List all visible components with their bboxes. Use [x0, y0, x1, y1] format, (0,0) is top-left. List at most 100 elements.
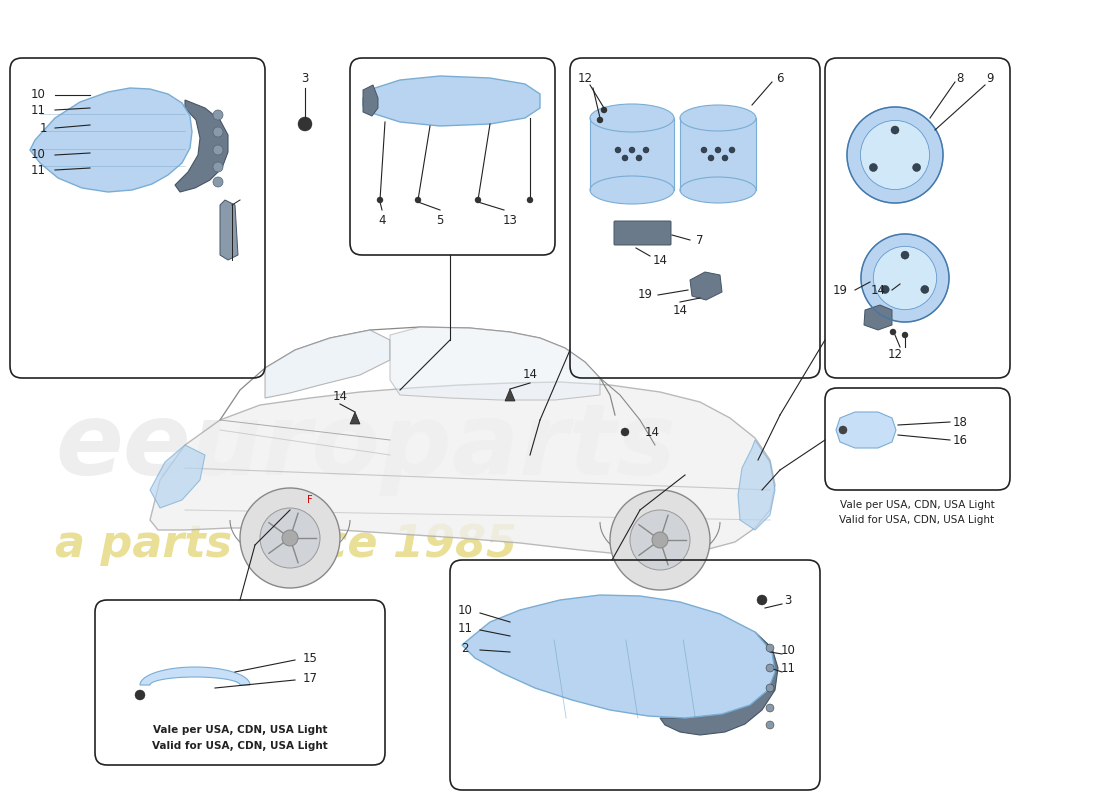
Text: a parts since 1985: a parts since 1985	[55, 522, 517, 566]
Circle shape	[621, 155, 628, 161]
Circle shape	[213, 177, 223, 187]
Text: 1: 1	[40, 122, 46, 134]
Text: 11: 11	[31, 103, 45, 117]
FancyBboxPatch shape	[614, 221, 671, 245]
Text: 7: 7	[696, 234, 704, 246]
Circle shape	[475, 197, 481, 203]
Text: 11: 11	[31, 163, 45, 177]
Text: 10: 10	[31, 149, 45, 162]
Text: 3: 3	[301, 71, 309, 85]
Ellipse shape	[680, 177, 756, 203]
Polygon shape	[680, 118, 756, 190]
Circle shape	[601, 107, 607, 113]
Circle shape	[415, 197, 421, 203]
Polygon shape	[220, 200, 238, 260]
Text: 3: 3	[784, 594, 792, 606]
Polygon shape	[505, 389, 515, 401]
Circle shape	[213, 110, 223, 120]
Circle shape	[869, 163, 878, 171]
Polygon shape	[864, 305, 892, 330]
Polygon shape	[265, 330, 390, 398]
Circle shape	[766, 664, 774, 672]
Circle shape	[729, 147, 735, 153]
Polygon shape	[350, 412, 360, 424]
Text: 12: 12	[578, 71, 593, 85]
Text: 15: 15	[302, 651, 318, 665]
Circle shape	[527, 197, 534, 203]
Polygon shape	[590, 118, 674, 190]
Circle shape	[847, 107, 943, 203]
Circle shape	[644, 147, 649, 153]
Circle shape	[766, 644, 774, 652]
Circle shape	[135, 690, 145, 700]
Text: Valid for USA, CDN, USA Light: Valid for USA, CDN, USA Light	[839, 515, 994, 525]
Circle shape	[890, 329, 896, 335]
Text: 14: 14	[332, 390, 348, 402]
Circle shape	[913, 163, 921, 171]
Circle shape	[766, 704, 774, 712]
Polygon shape	[150, 382, 776, 555]
Text: Vale per USA, CDN, USA Light: Vale per USA, CDN, USA Light	[839, 500, 994, 510]
Text: 5: 5	[437, 214, 443, 226]
Circle shape	[839, 426, 847, 434]
Circle shape	[766, 684, 774, 692]
Polygon shape	[738, 440, 775, 530]
Circle shape	[260, 508, 320, 568]
Text: 14: 14	[672, 303, 688, 317]
Polygon shape	[660, 632, 778, 735]
Circle shape	[213, 127, 223, 137]
Polygon shape	[690, 272, 722, 300]
Circle shape	[615, 147, 622, 153]
Text: 14: 14	[522, 369, 538, 382]
Text: 4: 4	[378, 214, 386, 226]
Circle shape	[701, 147, 707, 153]
Circle shape	[881, 286, 889, 294]
Polygon shape	[462, 595, 776, 718]
Polygon shape	[363, 85, 378, 116]
Polygon shape	[836, 412, 896, 448]
Circle shape	[636, 155, 642, 161]
Text: 10: 10	[31, 89, 45, 102]
Circle shape	[708, 155, 714, 161]
Polygon shape	[140, 667, 250, 685]
Text: 11: 11	[458, 622, 473, 634]
Text: eeuroparts: eeuroparts	[55, 399, 675, 497]
Text: 2: 2	[461, 642, 469, 654]
Text: 10: 10	[781, 643, 795, 657]
Text: 13: 13	[503, 214, 517, 226]
Text: Vale per USA, CDN, USA Light: Vale per USA, CDN, USA Light	[153, 725, 328, 735]
Circle shape	[213, 145, 223, 155]
Circle shape	[621, 428, 629, 436]
Circle shape	[921, 286, 928, 294]
Circle shape	[629, 147, 635, 153]
Text: F: F	[307, 495, 312, 505]
Text: 16: 16	[953, 434, 968, 446]
Circle shape	[873, 246, 937, 310]
Text: 19: 19	[638, 289, 652, 302]
Text: 17: 17	[302, 671, 318, 685]
Circle shape	[213, 162, 223, 172]
Circle shape	[722, 155, 728, 161]
Circle shape	[902, 332, 908, 338]
Polygon shape	[363, 76, 540, 126]
Circle shape	[715, 147, 720, 153]
Text: 14: 14	[652, 254, 668, 266]
Circle shape	[240, 488, 340, 588]
Text: 12: 12	[888, 349, 902, 362]
Circle shape	[610, 490, 710, 590]
Circle shape	[282, 530, 298, 546]
Polygon shape	[150, 445, 205, 508]
Circle shape	[630, 510, 690, 570]
Polygon shape	[175, 100, 228, 192]
Circle shape	[757, 595, 767, 605]
Text: 19: 19	[833, 283, 847, 297]
Text: 14: 14	[870, 283, 886, 297]
Text: 9: 9	[987, 71, 993, 85]
Text: Valid for USA, CDN, USA Light: Valid for USA, CDN, USA Light	[152, 741, 328, 751]
Text: 8: 8	[956, 71, 964, 85]
Ellipse shape	[590, 176, 674, 204]
Text: 6: 6	[777, 71, 783, 85]
Text: 10: 10	[458, 603, 472, 617]
Circle shape	[891, 126, 899, 134]
Text: 18: 18	[953, 415, 967, 429]
